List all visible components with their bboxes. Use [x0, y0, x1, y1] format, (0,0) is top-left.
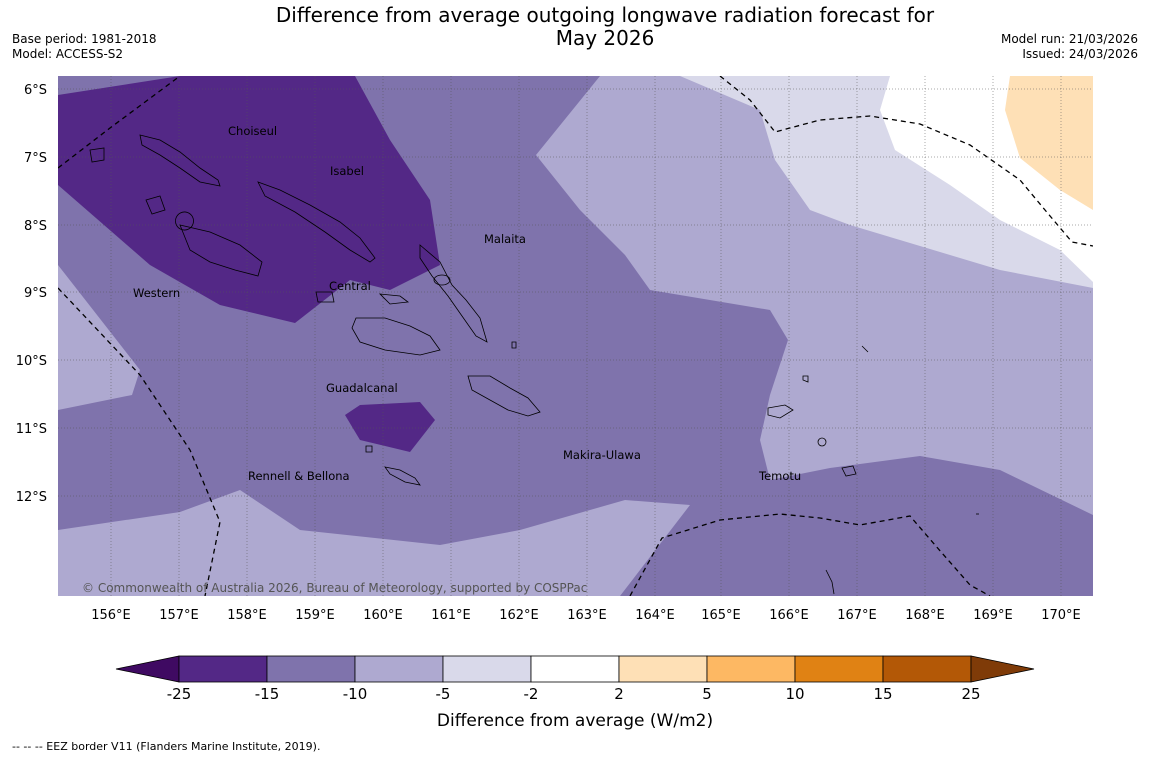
- region-label-choiseul: Choiseul: [228, 124, 277, 138]
- lon-label: 157°E: [159, 608, 199, 623]
- colorbar-tick-label: -10: [343, 685, 368, 703]
- colorbar-extend-high: [970, 655, 1035, 683]
- new-georgia-island: [179, 224, 263, 277]
- colorbar-segment: [442, 655, 532, 683]
- anomaly-zone-plus2-plus5: [1005, 76, 1093, 210]
- lat-label: 9°S: [24, 286, 47, 301]
- colorbar-label: Difference from average (W/m2): [437, 711, 713, 731]
- map-title: Difference from average outgoing longwav…: [250, 4, 960, 50]
- model-name: Model: ACCESS-S2: [12, 47, 124, 61]
- vella-lavella-island: [145, 195, 166, 215]
- region-label-rennell-bellona: Rennell & Bellona: [248, 469, 350, 483]
- lon-label: 161°E: [431, 608, 471, 623]
- lon-label: 158°E: [227, 608, 267, 623]
- colorbar-segment: [794, 655, 884, 683]
- kolombangara-island: [175, 211, 194, 231]
- lat-label: 8°S: [24, 219, 47, 234]
- ulawa-island: [511, 341, 517, 349]
- colorbar-segment: [178, 655, 268, 683]
- issued-date: Issued: 24/03/2026: [1022, 47, 1138, 61]
- base-period: Base period: 1981-2018: [12, 32, 157, 46]
- colorbar-segment: [266, 655, 356, 683]
- colorbar-tick-label: -25: [167, 685, 192, 703]
- model-run: Model run: 21/03/2026: [1000, 32, 1138, 46]
- title-line-1: Difference from average outgoing longwav…: [275, 3, 935, 27]
- colorbar-segment: [618, 655, 708, 683]
- choiseul-island: [139, 134, 221, 187]
- map-area: Choiseul Isabel Malaita Western Central …: [58, 76, 1093, 596]
- region-label-temotu: Temotu: [758, 469, 801, 483]
- region-label-malaita: Malaita: [484, 232, 526, 246]
- run-info: Model run: 21/03/2026 Issued: 24/03/2026: [1001, 32, 1138, 62]
- bellona-island: [365, 445, 373, 453]
- lon-label: 167°E: [837, 608, 877, 623]
- lat-label: 11°S: [16, 422, 47, 437]
- lat-label: 10°S: [16, 354, 47, 369]
- lon-label: 156°E: [91, 608, 131, 623]
- guadalcanal-island: [351, 317, 441, 356]
- region-labels: Choiseul Isabel Malaita Western Central …: [133, 124, 801, 483]
- region-label-guadalcanal: Guadalcanal: [326, 381, 398, 395]
- model-info: Base period: 1981-2018 Model: ACCESS-S2: [12, 32, 157, 62]
- lon-label: 168°E: [905, 608, 945, 623]
- colorbar-tick-label: 15: [873, 685, 892, 703]
- isabel-island: [257, 181, 376, 263]
- anomaly-zone-minus25-minus15-guadalcanal: [345, 402, 435, 452]
- colorbar-extend-low: [115, 655, 180, 683]
- colorbar-tick-label: 5: [702, 685, 712, 703]
- makira-island: [467, 375, 541, 417]
- colorbar-tick-label: -15: [255, 685, 280, 703]
- colorbar-segment: [882, 655, 972, 683]
- region-label-western: Western: [133, 286, 180, 300]
- reef-islands: [802, 375, 809, 383]
- colorbar-tick-label: -2: [524, 685, 539, 703]
- lon-label: 164°E: [635, 608, 675, 623]
- colorbar-segment: [706, 655, 796, 683]
- colorbar-tick-label: 10: [785, 685, 804, 703]
- lat-label: 7°S: [24, 151, 47, 166]
- colorbar-tick-label: 25: [961, 685, 980, 703]
- anomaly-zone-minus25-minus15: [58, 76, 440, 323]
- region-label-isabel: Isabel: [330, 164, 364, 178]
- colorbar-segment: [530, 655, 620, 683]
- lon-label: 163°E: [567, 608, 607, 623]
- copyright-notice: © Commonwealth of Australia 2026, Bureau…: [82, 581, 587, 595]
- region-label-makira-ulawa: Makira-Ulawa: [563, 448, 641, 462]
- lat-label: 6°S: [24, 83, 47, 98]
- coastlines: [89, 134, 979, 595]
- shortland-island: [89, 147, 105, 163]
- lon-label: 160°E: [363, 608, 403, 623]
- russell-islands: [378, 293, 410, 305]
- utupua-island: [817, 437, 827, 447]
- colorbar-tick-label: -5: [436, 685, 451, 703]
- lon-label: 169°E: [973, 608, 1013, 623]
- duff-islands: [861, 345, 869, 353]
- lon-label: 165°E: [701, 608, 741, 623]
- vanikoro-island: [841, 465, 857, 477]
- eez-border: [58, 76, 1093, 596]
- region-label-central: Central: [329, 279, 371, 293]
- lon-label: 159°E: [295, 608, 335, 623]
- colorbar-segment: [354, 655, 444, 683]
- south-malaita-island: [433, 274, 451, 286]
- lon-label: 170°E: [1041, 608, 1081, 623]
- lon-label: 162°E: [499, 608, 539, 623]
- santa-cruz-island: [767, 404, 794, 419]
- colorbar: -25 -15 -10 -5 -2 2 5 10 15 25: [115, 655, 1035, 703]
- title-line-2: May 2026: [555, 26, 655, 50]
- colorbar-tick-label: 2: [614, 685, 624, 703]
- torres-islands: [825, 569, 835, 595]
- rennell-island: [384, 466, 421, 486]
- latitude-labels: 6°S 7°S 8°S 9°S 10°S 11°S 12°S: [16, 83, 47, 505]
- longitude-labels: 156°E 157°E 158°E 159°E 160°E 161°E 162°…: [91, 608, 1081, 623]
- eez-footnote: -- -- -- EEZ border V11 (Flanders Marine…: [12, 740, 321, 753]
- florida-islands: [315, 291, 335, 303]
- lat-label: 12°S: [16, 490, 47, 505]
- lon-label: 166°E: [769, 608, 809, 623]
